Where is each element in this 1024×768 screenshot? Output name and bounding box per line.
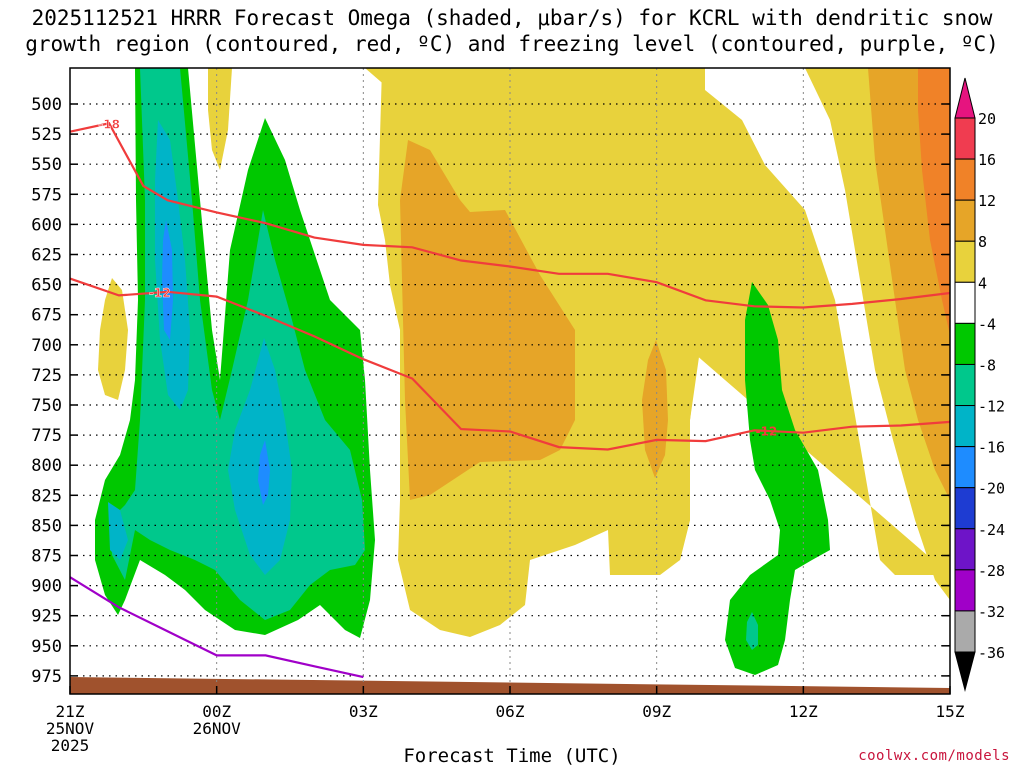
colorbar-label: 16 [978, 151, 996, 169]
contour-label: -12 [756, 424, 778, 438]
colorbar-segment [954, 240, 976, 283]
colorbar-segment [954, 158, 976, 201]
x-tick-label: 25NOV [46, 719, 95, 738]
y-tick-label: 700 [31, 336, 62, 356]
colorbar-segment [954, 199, 976, 242]
y-tick-label: 575 [31, 185, 62, 205]
x-tick-label: 06Z [496, 702, 525, 721]
y-tick-label: 875 [31, 547, 62, 567]
vertical-gridlines [216, 68, 804, 694]
colorbar-segment [954, 446, 976, 489]
x-tick-label: 26NOV [193, 719, 242, 738]
x-tick-label: 09Z [642, 702, 671, 721]
colorbar-label: -28 [978, 562, 1005, 580]
colorbar-segment [954, 322, 976, 365]
y-tick-label: 775 [31, 426, 62, 446]
contour-freezing-level-0 [69, 576, 364, 679]
colorbar-extend-top [954, 77, 976, 119]
x-tick-label: 2025 [51, 736, 90, 755]
colorbar-label: -16 [978, 439, 1005, 457]
colorbar-label: -12 [978, 398, 1005, 416]
colorbar-label: -20 [978, 480, 1005, 498]
y-axis: 500 525 550 575 600 625 650 675 700 725 750 775 800 8… [31, 95, 950, 687]
contour-lines: -18 -12 -12 [69, 117, 951, 679]
y-tick-label: 650 [31, 276, 62, 296]
omega-region-negative-12-16 [155, 120, 190, 410]
x-tick-label: 21Z [56, 702, 85, 721]
colorbar-segment [954, 363, 976, 407]
omega-region-negative-4-8-right [725, 282, 830, 675]
x-axis-title: Forecast Time (UTC) [403, 745, 621, 767]
omega-region-positive-small-a [208, 68, 232, 170]
omega-region-negative-8-12-right [746, 612, 758, 650]
y-tick-label: 725 [31, 366, 62, 386]
contour-label: -12 [149, 286, 171, 300]
colorbar-label: 8 [978, 233, 987, 251]
colorbar: 20 16 12 8 4 -4 -8 -12 -16 -20 -24 -28 -32 -36 [954, 77, 1005, 692]
colorbar-segment [954, 281, 976, 324]
y-tick-label: 750 [31, 396, 62, 416]
colorbar-label: -4 [978, 315, 996, 333]
y-tick-label: 625 [31, 246, 62, 266]
omega-region-negative-16-20-b [258, 440, 270, 505]
y-tick-label: 600 [31, 215, 62, 235]
y-tick-label: 850 [31, 516, 62, 536]
y-tick-label: 800 [31, 456, 62, 476]
omega-region-negative-16-20 [162, 220, 173, 340]
colorbar-segment [954, 569, 976, 612]
y-tick-label: 950 [31, 637, 62, 657]
contour-isotherm--12 [69, 277, 951, 451]
x-tick-label: 00Z [202, 702, 231, 721]
omega-region-negative-12-16-c [108, 502, 128, 560]
x-tick-label: 15Z [936, 702, 965, 721]
colorbar-segment [954, 528, 976, 571]
colorbar-extend-bottom [954, 651, 976, 692]
colorbar-label: -36 [978, 644, 1005, 662]
chart-title-line2: growth region (contoured, red, ºC) and f… [25, 32, 999, 56]
colorbar-segment [954, 487, 976, 530]
y-tick-label: 525 [31, 125, 62, 145]
omega-region-positive-small-b [98, 278, 128, 400]
y-tick-label: 500 [31, 95, 62, 115]
y-tick-label: 825 [31, 486, 62, 506]
x-tick-label: 03Z [349, 702, 378, 721]
colorbar-label: 4 [978, 274, 987, 292]
colorbar-segment [954, 610, 976, 653]
colorbar-segment [954, 405, 976, 448]
colorbar-label: -24 [978, 521, 1005, 539]
y-tick-label: 975 [31, 667, 62, 687]
y-tick-label: 900 [31, 577, 62, 597]
y-tick-label: 925 [31, 607, 62, 627]
y-tick-label: 550 [31, 155, 62, 175]
colorbar-label: 20 [978, 110, 996, 128]
colorbar-segment [954, 117, 976, 160]
contour-isotherm--18 [69, 122, 951, 309]
colorbar-label: -8 [978, 356, 996, 374]
contour-label: -18 [98, 117, 120, 131]
y-tick-label: 675 [31, 306, 62, 326]
colorbar-label: 12 [978, 192, 996, 210]
colorbar-label: -32 [978, 603, 1005, 621]
terrain [70, 677, 950, 694]
credit-link[interactable]: coolwx.com/models [858, 748, 1010, 764]
chart-title-line1: 2025112521 HRRR Forecast Omega (shaded, … [31, 6, 993, 30]
x-tick-label: 12Z [789, 702, 818, 721]
